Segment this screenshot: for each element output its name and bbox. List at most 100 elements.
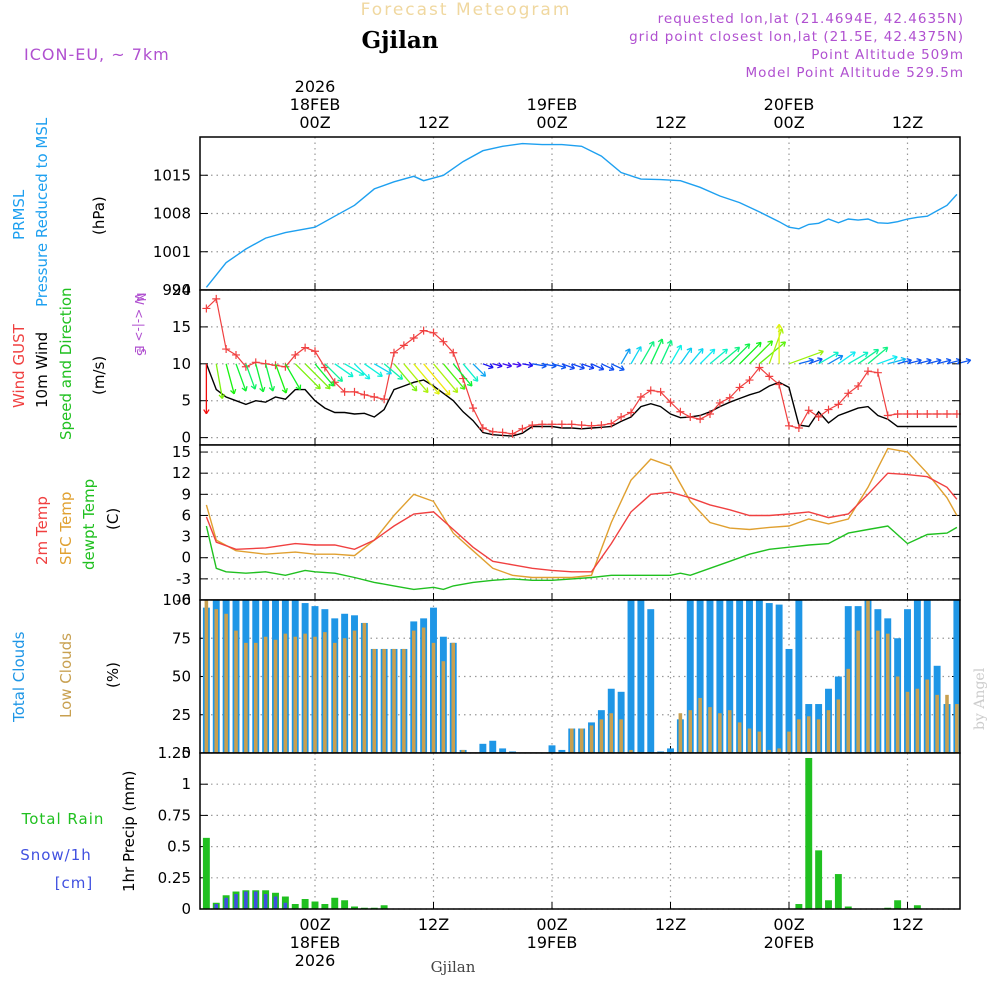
wind-arrow bbox=[679, 347, 693, 365]
y-tick-label: 15 bbox=[172, 443, 191, 461]
wind-arrow bbox=[867, 346, 889, 365]
wind-arrow bbox=[442, 363, 466, 390]
low-cloud-bar bbox=[589, 725, 594, 753]
gust-marker bbox=[390, 348, 398, 357]
gust-marker bbox=[765, 372, 774, 381]
wind-arrow-shaft bbox=[492, 363, 503, 367]
wind-arrow-head bbox=[434, 389, 440, 395]
low-cloud-bar bbox=[718, 713, 722, 753]
wind-arrow-head bbox=[516, 361, 522, 368]
wind-arrow bbox=[571, 363, 585, 371]
wind-arrow bbox=[482, 363, 494, 370]
total-cloud-bar bbox=[904, 609, 911, 753]
y-tick-label: 10 bbox=[172, 355, 191, 373]
low-cloud-bar bbox=[727, 710, 732, 753]
gust-marker bbox=[469, 404, 477, 413]
wind-arrow-shaft bbox=[324, 363, 343, 382]
snow-bar bbox=[273, 896, 278, 909]
wind-arrow-shaft bbox=[946, 359, 961, 365]
rain-bar bbox=[351, 906, 358, 909]
low-cloud-bar bbox=[836, 699, 841, 753]
gust-marker bbox=[864, 367, 872, 376]
top-time-label: 00Z bbox=[299, 113, 330, 132]
total-cloud-bar bbox=[706, 600, 714, 753]
wind-arrow-head bbox=[588, 363, 595, 370]
wind-arrow-shaft bbox=[808, 358, 823, 365]
wind-arrow-head bbox=[666, 340, 673, 346]
wind-arrow-head bbox=[744, 343, 751, 349]
wind-arrow-head bbox=[281, 388, 288, 394]
wind-arrow-head bbox=[328, 380, 335, 387]
gust-marker bbox=[676, 407, 685, 416]
wind-arrow bbox=[788, 349, 824, 365]
rain-bar bbox=[825, 900, 832, 909]
wind-arrow-head bbox=[506, 362, 513, 369]
wind-arrow-shaft bbox=[867, 346, 889, 365]
gust-marker bbox=[775, 380, 784, 389]
product-title: Forecast Meteogram bbox=[361, 0, 572, 20]
wind-arrow bbox=[492, 362, 503, 369]
total-cloud-bar bbox=[627, 600, 635, 753]
gust-marker bbox=[686, 412, 695, 421]
wind-arrow-head bbox=[569, 364, 576, 371]
y-tick-label: 1001 bbox=[153, 243, 191, 261]
wind-arrow-head bbox=[497, 362, 503, 369]
y-tick-label: 100 bbox=[162, 591, 191, 609]
gust-marker bbox=[755, 363, 764, 372]
low-cloud-bar bbox=[698, 697, 702, 753]
compass-south-label: S bbox=[134, 348, 148, 356]
wind-arrow-head bbox=[488, 363, 494, 370]
wind-arrow bbox=[373, 363, 392, 375]
rain-bar bbox=[834, 874, 842, 909]
sfc-temp-line bbox=[205, 447, 958, 579]
wind-arrow bbox=[561, 363, 576, 371]
wind-arrow-shaft bbox=[917, 359, 932, 365]
wind-arrow bbox=[364, 363, 383, 377]
wind-arrow-head bbox=[817, 357, 823, 364]
wind-arrow bbox=[847, 351, 869, 365]
wind-arrow bbox=[591, 363, 605, 371]
wind-arrow bbox=[472, 363, 487, 377]
bottom-time-label: 12Z bbox=[655, 915, 686, 934]
gust-marker bbox=[360, 390, 369, 399]
gust-marker bbox=[350, 387, 359, 396]
wind-arrow-shaft bbox=[768, 328, 783, 365]
wind-arrow bbox=[383, 363, 404, 380]
gust-marker bbox=[548, 420, 556, 429]
gust-marker bbox=[311, 347, 319, 356]
wind-arrow-head bbox=[315, 383, 321, 390]
rain-bar bbox=[301, 899, 309, 909]
wind-arrow-head bbox=[833, 351, 839, 358]
wind-arrow bbox=[324, 363, 344, 382]
wind-arrow-shaft bbox=[255, 363, 264, 392]
wind-arrow-shaft bbox=[640, 341, 655, 365]
wind-arrow-shaft bbox=[828, 355, 844, 365]
low-cloud-bar bbox=[362, 622, 367, 753]
gust-marker bbox=[627, 408, 635, 417]
wind-arrow-head bbox=[241, 386, 248, 392]
low-cloud-bar bbox=[866, 600, 870, 753]
gust-marker bbox=[873, 368, 882, 377]
wind-arrow-head bbox=[965, 357, 972, 365]
top-time-label: 20FEB bbox=[764, 95, 815, 114]
wind-arrow-head bbox=[480, 371, 487, 377]
wind-arrow bbox=[660, 340, 673, 365]
panel-2: 0 5 10 15 20 bbox=[172, 281, 972, 447]
wind-arrow-shaft bbox=[650, 338, 663, 365]
wind-arrow-shaft bbox=[877, 356, 898, 365]
wind-arrow-head bbox=[411, 385, 418, 392]
wind-arrow-shaft bbox=[561, 363, 575, 370]
credit-watermark: by Angel bbox=[972, 667, 988, 730]
wind-arrow-shaft bbox=[294, 363, 321, 390]
gust-marker bbox=[429, 328, 438, 337]
y-tick-label: 3 bbox=[181, 528, 191, 546]
wind-arrow-head bbox=[619, 365, 625, 372]
wind-arrow-head bbox=[837, 354, 844, 361]
gust-marker bbox=[656, 387, 665, 396]
low-cloud-bar bbox=[234, 630, 238, 753]
total-cloud-bar bbox=[716, 600, 724, 753]
wind-arrow-shaft bbox=[274, 363, 287, 394]
footer-location: Gjilan bbox=[431, 958, 476, 976]
gust-label: Wind GUST bbox=[10, 323, 28, 408]
total-cloud-bar bbox=[755, 600, 763, 753]
